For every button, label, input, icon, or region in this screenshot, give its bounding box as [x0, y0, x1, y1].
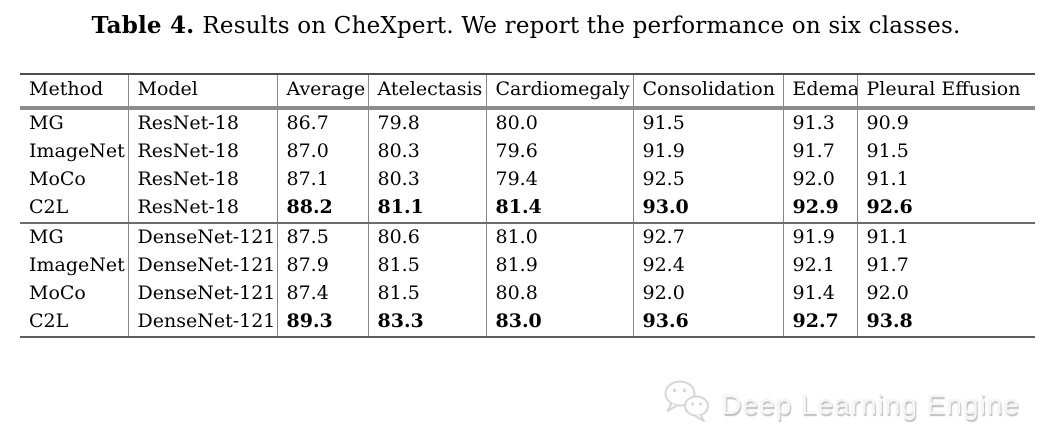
value-cell: 93.8 — [856, 308, 1035, 337]
method-cell: ImageNet — [29, 253, 125, 276]
table-row: MoCo ResNet-18 87.1 80.3 79.4 92.5 92.0 … — [20, 166, 1035, 194]
method-cell: C2L — [29, 309, 69, 332]
value-cell: 89.3 — [276, 308, 368, 337]
value-cell: 87.1 — [276, 166, 368, 194]
value-cell: 81.0 — [485, 222, 633, 252]
table-row: ImageNet DenseNet-121 87.9 81.5 81.9 92.… — [20, 252, 1035, 280]
table-row: ImageNet ResNet-18 87.0 80.3 79.6 91.9 9… — [20, 138, 1035, 166]
col-header-average: Average — [276, 74, 368, 110]
caption-text: Results on CheXpert. We report the perfo… — [202, 13, 961, 39]
value-cell: 81.9 — [485, 252, 633, 280]
value-cell: 86.7 — [276, 108, 368, 138]
value-cell: 92.1 — [782, 252, 857, 280]
model-cell: ResNet-18 — [127, 194, 277, 223]
value-cell: 87.9 — [276, 252, 368, 280]
table-header: Method Model Average Atelectasis Cardiom… — [20, 74, 1035, 110]
value-cell: 87.0 — [276, 138, 368, 166]
method-cell: C2L — [29, 195, 69, 218]
value-cell: 92.0 — [632, 280, 783, 308]
model-cell: ResNet-18 — [127, 138, 277, 166]
col-header-model: Model — [127, 74, 277, 110]
value-cell: 80.8 — [485, 280, 633, 308]
model-cell: DenseNet-121 — [127, 308, 277, 337]
value-cell: 92.0 — [782, 166, 857, 194]
value-cell: 80.3 — [367, 138, 486, 166]
value-cell: 92.7 — [632, 222, 783, 252]
model-cell: DenseNet-121 — [127, 222, 277, 252]
value-cell: 81.1 — [367, 194, 486, 223]
table-row: MG ResNet-18 86.7 79.8 80.0 91.5 91.3 90… — [20, 108, 1035, 138]
value-cell: 80.3 — [367, 166, 486, 194]
col-header-cardiomegaly: Cardiomegaly — [485, 74, 633, 110]
value-cell: 92.0 — [856, 280, 1035, 308]
col-header-pleural-effusion: Pleural Effusion — [856, 74, 1035, 110]
table-row: MoCo DenseNet-121 87.4 81.5 80.8 92.0 91… — [20, 280, 1035, 308]
value-cell: 79.8 — [367, 108, 486, 138]
value-cell: 79.6 — [485, 138, 633, 166]
method-cell: MG — [29, 111, 64, 134]
table-caption: Table 4. Results on CheXpert. We report t… — [0, 12, 1052, 39]
value-cell: 92.5 — [632, 166, 783, 194]
value-cell: 91.9 — [632, 138, 783, 166]
method-cell: MoCo — [29, 167, 86, 190]
col-header-atelectasis: Atelectasis — [367, 74, 486, 110]
watermark-text: Deep Learning Engine — [721, 388, 1020, 420]
col-header-consolidation: Consolidation — [632, 74, 783, 110]
col-header-edema: Edema — [782, 74, 857, 110]
densenet121-group: MG DenseNet-121 87.5 80.6 81.0 92.7 91.9… — [20, 222, 1035, 337]
value-cell: 91.1 — [856, 222, 1035, 252]
table-row: MG DenseNet-121 87.5 80.6 81.0 92.7 91.9… — [20, 222, 1035, 252]
model-cell: ResNet-18 — [127, 108, 277, 138]
value-cell: 91.3 — [782, 108, 857, 138]
method-cell: ImageNet — [29, 139, 125, 162]
value-cell: 92.7 — [782, 308, 857, 337]
value-cell: 83.3 — [367, 308, 486, 337]
value-cell: 81.5 — [367, 280, 486, 308]
value-cell: 79.4 — [485, 166, 633, 194]
value-cell: 81.4 — [485, 194, 633, 223]
col-header-method: Method — [20, 74, 128, 110]
value-cell: 91.5 — [632, 108, 783, 138]
table-row: C2L DenseNet-121 89.3 83.3 83.0 93.6 92.… — [20, 308, 1035, 337]
value-cell: 91.5 — [856, 138, 1035, 166]
results-table: Method Model Average Atelectasis Cardiom… — [20, 73, 1035, 338]
value-cell: 91.1 — [856, 166, 1035, 194]
method-cell: MG — [20, 222, 128, 252]
value-cell: 92.9 — [782, 194, 857, 223]
value-cell: 88.2 — [276, 194, 368, 223]
value-cell: 91.7 — [782, 138, 857, 166]
value-cell: 92.6 — [856, 194, 1035, 223]
value-cell: 92.4 — [632, 252, 783, 280]
wechat-icon — [661, 378, 713, 431]
caption-label: Table 4. — [91, 12, 195, 39]
value-cell: 90.9 — [856, 108, 1035, 138]
model-cell: DenseNet-121 — [127, 252, 277, 280]
value-cell: 80.0 — [485, 108, 633, 138]
value-cell: 91.9 — [782, 222, 857, 252]
value-cell: 83.0 — [485, 308, 633, 337]
value-cell: 93.6 — [632, 308, 783, 337]
value-cell: 80.6 — [367, 222, 486, 252]
watermark: Deep Learning Engine — [661, 378, 1020, 431]
table-row: C2L ResNet-18 88.2 81.1 81.4 93.0 92.9 9… — [20, 194, 1035, 223]
model-cell: ResNet-18 — [127, 166, 277, 194]
value-cell: 91.4 — [782, 280, 857, 308]
value-cell: 91.7 — [856, 252, 1035, 280]
value-cell: 93.0 — [632, 194, 783, 223]
header-row: Method Model Average Atelectasis Cardiom… — [20, 74, 1035, 110]
method-cell: MoCo — [29, 281, 86, 304]
value-cell: 87.5 — [276, 222, 368, 252]
value-cell: 87.4 — [276, 280, 368, 308]
resnet18-group: MG ResNet-18 86.7 79.8 80.0 91.5 91.3 90… — [20, 108, 1035, 223]
value-cell: 81.5 — [367, 252, 486, 280]
model-cell: DenseNet-121 — [127, 280, 277, 308]
